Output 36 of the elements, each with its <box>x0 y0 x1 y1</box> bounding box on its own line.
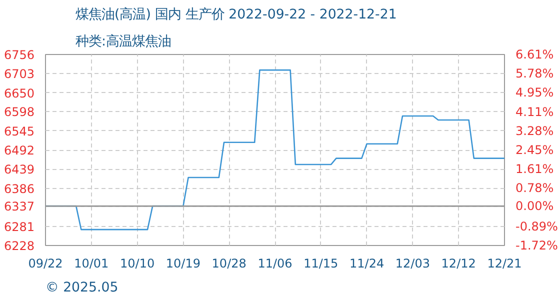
x-tick-label: 12/21 <box>487 256 522 270</box>
x-tick-label: 10/28 <box>212 256 246 270</box>
y2-tick-label: 6.61% <box>516 48 554 62</box>
x-tick-label: 10/01 <box>74 256 109 270</box>
x-tick-label: 11/06 <box>258 256 292 270</box>
y-tick-label: 6386 <box>4 182 35 196</box>
y2-tick-label: 4.95% <box>516 86 554 100</box>
x-tick-label: 12/12 <box>441 256 476 270</box>
x-tick-label: 10/10 <box>120 256 155 270</box>
text: © 2025.05 <box>46 280 118 296</box>
y2-tick-label: 1.61% <box>516 162 554 176</box>
y-tick-label: 6598 <box>4 105 35 120</box>
x-tick-label: 09/22 <box>28 256 63 270</box>
x-tick-label: 12/03 <box>395 256 430 270</box>
y2-tick-label: 4.11% <box>516 104 554 119</box>
y2-tick-label: 2.45% <box>516 142 554 157</box>
y-tick-label: 6756 <box>4 48 35 62</box>
chart-title: 煤焦油(高温) 国内 生产价 2022-09-22 - 2022-12-21 <box>76 6 397 22</box>
y2-tick-label: 0.00% <box>516 199 554 214</box>
y-tick-label: 6281 <box>4 220 35 234</box>
y-tick-label: 6545 <box>4 124 35 138</box>
y2-tick-label: 3.28% <box>516 124 554 138</box>
y2-tick-label: -0.89% <box>516 219 558 234</box>
x-tick-label: 11/24 <box>350 256 384 270</box>
y-tick-label: 6439 <box>4 162 35 177</box>
y-tick-label: 6228 <box>4 239 35 253</box>
y-tick-label: 6492 <box>4 144 35 158</box>
y-tick-label: 6650 <box>4 86 35 100</box>
y2-tick-label: -1.72% <box>516 238 558 252</box>
y2-tick-label: 0.78% <box>516 181 554 196</box>
x-tick-label: 10/19 <box>166 256 201 270</box>
chart-subtitle: 种类:高温煤焦油 <box>76 34 171 50</box>
y-tick-label: 6703 <box>4 67 35 82</box>
y-tick-label: 6337 <box>4 200 35 214</box>
x-tick-label: 11/15 <box>304 256 338 270</box>
y2-tick-label: 5.78% <box>516 66 554 81</box>
